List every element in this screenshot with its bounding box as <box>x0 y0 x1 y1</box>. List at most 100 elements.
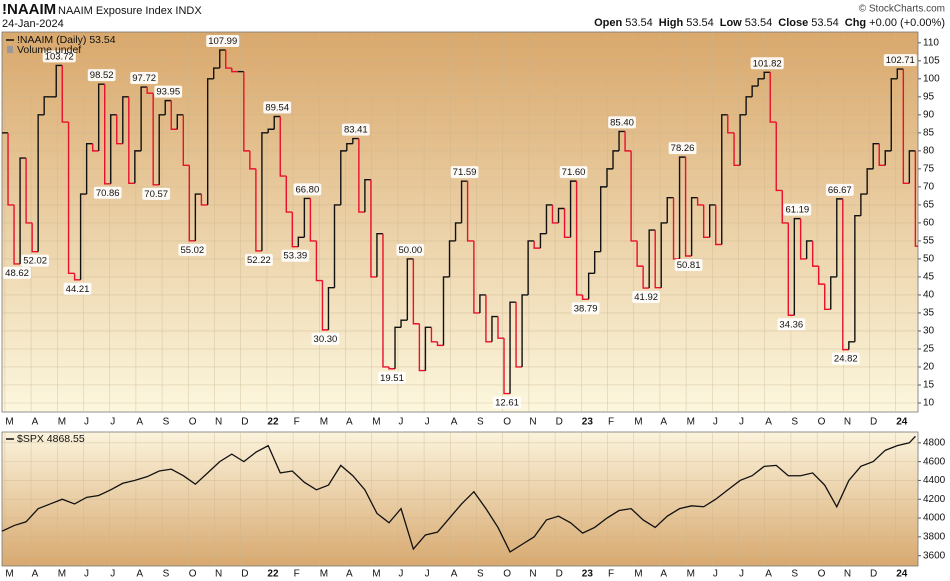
step-segment <box>255 168 262 252</box>
step-segment <box>836 198 843 277</box>
step-segment <box>497 316 505 339</box>
x-tick-label: D <box>241 569 248 580</box>
step-segment <box>25 158 33 224</box>
step-segment <box>660 222 668 288</box>
x-tick-label: M <box>687 569 695 580</box>
step-segment <box>696 197 704 206</box>
step-segment <box>194 193 202 241</box>
step-segment <box>170 100 178 130</box>
x-tick-label: J <box>398 417 403 428</box>
step-segment <box>7 132 15 206</box>
x-tick-label: M <box>58 569 66 580</box>
x-tick-label: N <box>844 569 851 580</box>
step-segment <box>358 138 365 213</box>
y-tick-label: 40 <box>923 290 935 301</box>
step-segment <box>587 272 595 300</box>
step-segment <box>406 258 414 321</box>
data-label: 66.67 <box>828 185 852 196</box>
quote-label: High <box>659 17 684 29</box>
step-segment <box>67 122 75 275</box>
step-segment <box>763 71 771 79</box>
x-tick-label: M <box>687 417 695 428</box>
step-segment <box>830 276 837 310</box>
x-tick-label: S <box>477 417 484 428</box>
y-tick-label: 4200 <box>923 494 946 505</box>
step-segment <box>575 181 583 296</box>
step-segment <box>690 196 698 257</box>
x-tick-label: 24 <box>896 417 908 428</box>
label-bg <box>450 166 479 179</box>
step-segment <box>448 240 456 277</box>
step-segment <box>902 69 910 184</box>
label-bg <box>378 371 406 384</box>
step-segment <box>630 150 638 242</box>
y-tick-label: 55 <box>923 236 935 247</box>
x-tick-label: S <box>791 569 798 580</box>
step-segment <box>569 180 577 238</box>
x-tick-label: F <box>294 569 300 580</box>
step-segment <box>872 142 880 169</box>
step-segment <box>854 214 861 342</box>
x-tick-label: A <box>765 569 772 580</box>
step-segment <box>225 50 232 69</box>
step-segment <box>515 302 523 368</box>
x-tick-label: O <box>503 569 511 580</box>
step-segment <box>751 85 759 97</box>
label-bg <box>281 249 310 262</box>
label-bg <box>668 142 697 155</box>
step-segment <box>327 287 335 330</box>
step-segment <box>104 84 111 185</box>
step-segment <box>176 114 184 130</box>
step-segment <box>424 326 432 371</box>
x-tick-label: D <box>870 569 877 580</box>
y-tick-label: 65 <box>923 200 935 211</box>
x-tick-label: A <box>136 417 143 428</box>
quote-value: 53.54 <box>745 17 773 29</box>
step-segment <box>479 294 486 313</box>
step-segment <box>890 78 898 151</box>
step-segment <box>370 179 377 278</box>
data-label: 102.71 <box>886 55 915 66</box>
data-label: 48.62 <box>5 268 29 279</box>
label-bg <box>3 266 31 279</box>
data-label: 70.86 <box>96 188 120 199</box>
price-panel <box>1 31 919 413</box>
quote-label: Low <box>720 17 742 29</box>
quote-value: 53.54 <box>811 17 839 29</box>
data-label: 24.82 <box>834 354 858 365</box>
label-bg <box>206 35 240 48</box>
step-segment <box>309 198 317 242</box>
x-tick-label: D <box>556 569 563 580</box>
label-bg <box>63 282 92 295</box>
x-tick-label: 23 <box>582 417 594 428</box>
step-segment <box>418 323 426 372</box>
x-tick-label: N <box>529 417 536 428</box>
data-label: 71.60 <box>562 167 586 178</box>
step-segment <box>261 132 269 251</box>
volume-icon <box>7 46 13 53</box>
spx-line <box>1 435 916 553</box>
y-tick-label: 100 <box>923 73 940 84</box>
label-bg <box>825 183 854 196</box>
label-bg <box>559 166 588 179</box>
step-segment <box>581 294 589 300</box>
x-tick-label: N <box>844 417 851 428</box>
step-segment <box>721 114 728 245</box>
step-segment <box>333 204 341 288</box>
label-bg <box>93 186 122 199</box>
step-segment <box>340 150 347 205</box>
x-tick-label: J <box>425 569 430 580</box>
x-tick-label: D <box>870 417 877 428</box>
step-segment <box>206 78 214 205</box>
quote-label: Open <box>594 17 622 29</box>
x-tick-label: S <box>163 417 170 428</box>
data-label: 66.80 <box>295 184 319 195</box>
step-segment <box>388 366 396 370</box>
step-segment <box>346 142 353 151</box>
y-tick-label: 30 <box>923 326 935 337</box>
step-segment <box>152 93 160 186</box>
quote-label: Close <box>778 17 808 29</box>
label-bg <box>777 318 806 331</box>
data-label: 83.41 <box>344 125 368 136</box>
step-segment <box>624 131 632 152</box>
